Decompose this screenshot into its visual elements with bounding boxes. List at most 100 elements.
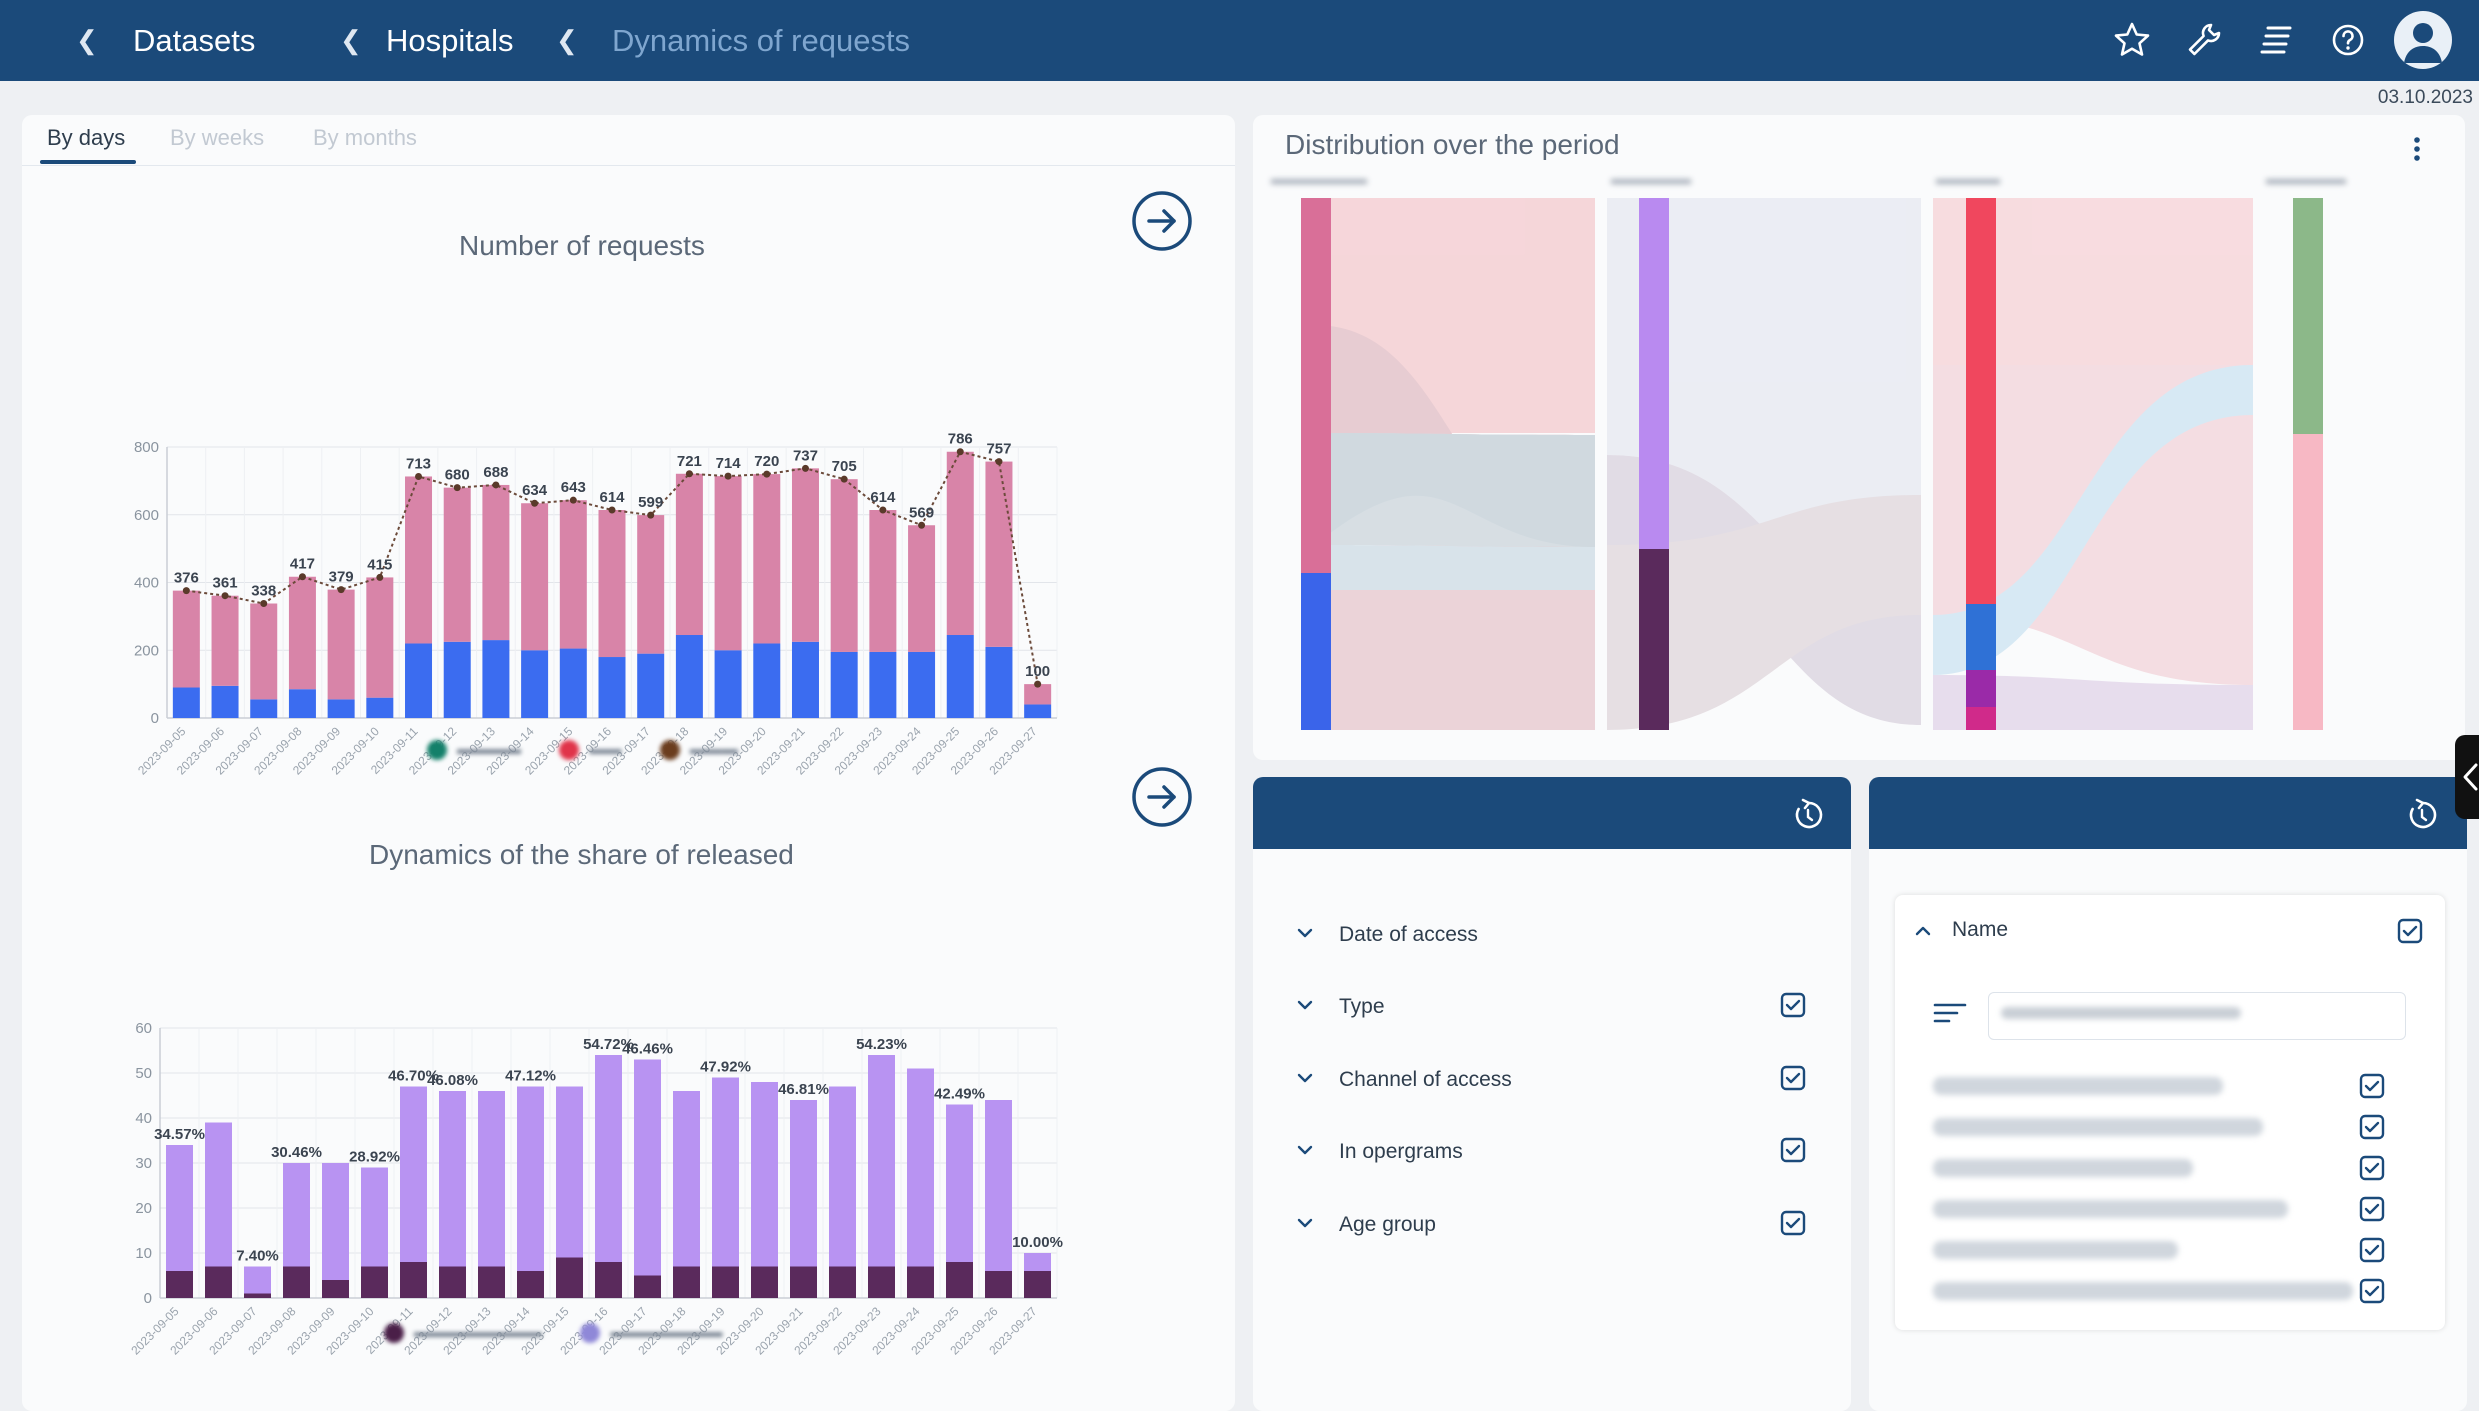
name-filter-panel: Name [1895,895,2445,1330]
bar-segment [322,1280,349,1298]
sankey-column-headers: ▬▬▬▬▬▬ ▬▬▬▬▬ ▬▬▬▬ ▬▬▬▬▬ [1271,171,2346,188]
total-point [221,592,229,600]
checkbox-checked-icon[interactable] [1780,1137,1806,1163]
filter-row-type[interactable]: Type [1253,987,1851,1027]
requests-chart-title: Number of requests [459,230,705,261]
data-label: 643 [561,479,586,496]
data-label: 379 [329,569,354,586]
list-item[interactable] [1933,1200,2288,1218]
chevron-down-icon[interactable] [1293,993,1317,1017]
data-label: 737 [793,447,818,464]
bar-segment [556,1257,583,1298]
bar-segment [327,589,355,700]
checkbox-checked-icon[interactable] [2359,1278,2385,1304]
data-label: 714 [716,455,742,472]
list-item[interactable] [1933,1282,2353,1300]
bar-segment [521,503,549,651]
more-options-icon[interactable] [2411,135,2423,165]
data-label: 46.46% [622,1041,673,1058]
bar-segment [443,641,471,718]
bar-segment [400,1262,427,1298]
bar-segment [869,651,897,718]
name-search-input[interactable] [1988,992,2406,1040]
chevron-down-icon[interactable] [1293,1066,1317,1090]
bar-segment [829,1266,856,1298]
bar-segment [517,1086,544,1271]
sankey-diagram [1301,198,2323,730]
chevron-down-icon[interactable] [1293,921,1317,945]
y-tick-label: 60 [135,1020,152,1037]
bar-segment [366,697,394,718]
y-tick-label: 30 [135,1155,152,1172]
total-point [995,458,1003,466]
checkbox-checked-icon[interactable] [2397,918,2423,944]
total-point [569,496,577,504]
data-label: 634 [522,482,548,499]
help-icon[interactable] [2328,20,2368,60]
breadcrumb-chevron-icon: ❮ [556,25,578,55]
list-item[interactable] [1933,1118,2263,1136]
tab-divider [22,165,1235,166]
sort-icon[interactable] [1933,1001,1967,1027]
wrench-icon[interactable] [2184,20,2224,60]
total-point [415,472,423,480]
bar-segment [361,1266,388,1298]
tab-by-days[interactable]: By days [47,125,126,150]
list-item[interactable] [1933,1159,2193,1177]
bar-segment [211,595,239,686]
list-item[interactable] [1933,1077,2223,1095]
chevron-up-icon[interactable] [1911,919,1935,943]
chevron-down-icon[interactable] [1293,1138,1317,1162]
total-point [376,573,384,581]
checkbox-checked-icon[interactable] [1780,992,1806,1018]
checkbox-checked-icon[interactable] [2359,1073,2385,1099]
data-label: 361 [213,575,238,592]
data-label: 417 [290,556,315,573]
sankey-card: Distribution over the period ▬▬▬▬▬▬ ▬▬▬▬… [1253,115,2465,760]
data-label: 100 [1025,663,1050,680]
tab-by-months[interactable]: By months [313,125,417,150]
breadcrumb-datasets[interactable]: Datasets [133,23,256,58]
filter-row-date-of-access[interactable]: Date of access [1253,915,1851,955]
reset-filters-icon[interactable] [1791,797,1827,833]
list-icon[interactable] [2256,20,2296,60]
collapse-side-panel-button[interactable] [2455,735,2479,819]
checkbox-checked-icon[interactable] [2359,1196,2385,1222]
bar-segment [205,1122,232,1267]
total-point [840,475,848,483]
filter-row-channel-of-access[interactable]: Channel of access [1253,1060,1851,1100]
bar-segment [211,685,239,718]
filter-row-in-opergrams[interactable]: In opergrams [1253,1132,1851,1172]
open-share-chart-button[interactable] [1130,765,1194,829]
chevron-down-icon[interactable] [1293,1211,1317,1235]
bar-segment [517,1271,544,1298]
star-icon[interactable] [2112,20,2152,60]
bar-segment [250,699,278,718]
open-requests-chart-button[interactable] [1130,189,1194,253]
bar-segment [985,461,1013,647]
list-item[interactable] [1933,1241,2178,1259]
share-chart-title: Dynamics of the share of released [369,839,794,870]
sankey-title: Distribution over the period [1285,129,1620,160]
back-chevron-icon[interactable]: ❮ [76,25,98,55]
bar-segment [478,1266,505,1298]
breadcrumb-hospitals[interactable]: Hospitals [386,23,514,58]
bar-segment [791,641,819,718]
breadcrumb-chevron-icon: ❮ [340,25,362,55]
bar-segment [166,1145,193,1271]
reset-filters-icon[interactable] [2405,797,2441,833]
checkbox-checked-icon[interactable] [2359,1155,2385,1181]
checkbox-checked-icon[interactable] [1780,1065,1806,1091]
bar-segment [908,651,936,718]
user-avatar-icon[interactable] [2394,11,2452,69]
bar-segment [521,650,549,718]
checkbox-checked-icon[interactable] [2359,1237,2385,1263]
requests-bar-chart: 02004006008002023-09-052023-09-062023-09… [134,431,1058,778]
filter-label: Date of access [1339,923,1478,946]
data-label: 7.40% [236,1248,279,1265]
checkbox-checked-icon[interactable] [1780,1210,1806,1236]
filter-row-age-group[interactable]: Age group [1253,1205,1851,1245]
tab-by-weeks[interactable]: By weeks [170,125,265,150]
bar-segment [172,590,200,688]
checkbox-checked-icon[interactable] [2359,1114,2385,1140]
